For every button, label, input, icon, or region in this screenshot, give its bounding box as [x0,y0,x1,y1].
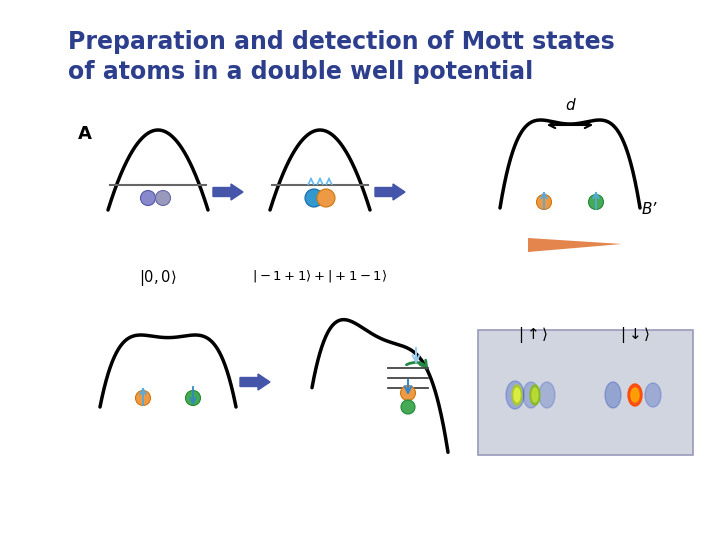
Text: $|\uparrow\rangle$: $|\uparrow\rangle$ [518,325,548,345]
Ellipse shape [631,388,639,402]
Circle shape [588,194,603,210]
Text: d: d [565,98,575,113]
Text: B’: B’ [642,202,657,218]
Circle shape [400,386,415,401]
Circle shape [140,191,156,206]
Ellipse shape [645,383,661,407]
Text: $|0,0\rangle$: $|0,0\rangle$ [139,268,176,288]
Text: of atoms in a double well potential: of atoms in a double well potential [68,60,534,84]
Bar [478,330,693,455]
Ellipse shape [628,384,642,406]
Circle shape [305,189,323,207]
Circle shape [317,189,335,207]
Ellipse shape [532,388,538,402]
Circle shape [401,400,415,414]
Text: Preparation and detection of Mott states: Preparation and detection of Mott states [68,30,615,54]
Text: $|\downarrow\rangle$: $|\downarrow\rangle$ [620,325,650,345]
Circle shape [156,191,171,206]
Circle shape [135,390,150,406]
Circle shape [186,390,200,406]
Text: $|-1+1\rangle+|+1-1\rangle$: $|-1+1\rangle+|+1-1\rangle$ [253,268,387,284]
Circle shape [536,194,552,210]
Text: A: A [78,125,92,143]
Polygon shape [528,238,622,252]
FancyArrow shape [375,184,405,200]
Ellipse shape [605,382,621,408]
Ellipse shape [530,385,540,405]
Ellipse shape [514,388,520,402]
FancyArrow shape [240,374,270,390]
FancyArrow shape [213,184,243,200]
Ellipse shape [512,385,522,405]
Ellipse shape [523,382,539,408]
Ellipse shape [539,382,555,408]
Ellipse shape [506,381,524,409]
